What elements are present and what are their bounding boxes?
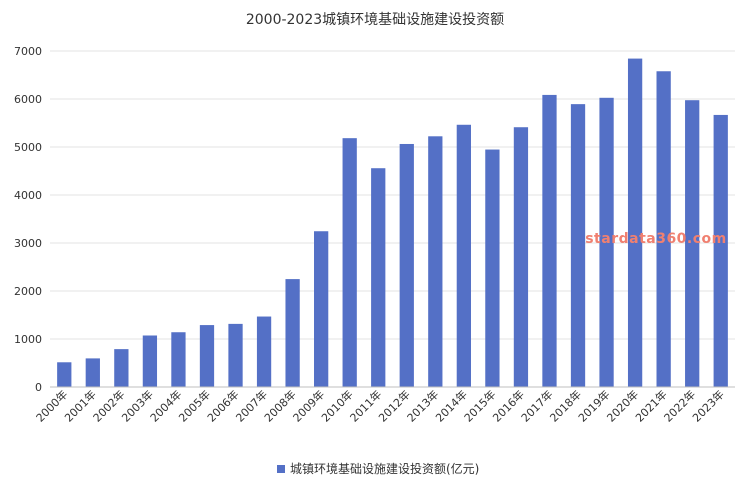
bar [314, 231, 329, 387]
y-axis-ticks: 0 1000 2000 3000 4000 5000 6000 7000 [14, 45, 42, 394]
bar [570, 104, 586, 388]
grid-lines [50, 50, 735, 340]
y-tick-label: 2000 [14, 285, 42, 298]
legend: 城镇环境基础设施建设投资额(亿元) [277, 461, 479, 476]
bar [542, 94, 557, 388]
bar [485, 149, 500, 387]
y-tick-label: 5000 [14, 141, 42, 154]
bar [114, 349, 129, 387]
watermark: stardata360.com [585, 231, 727, 247]
y-tick-label: 4000 [14, 189, 42, 202]
bar [256, 316, 272, 387]
bar [142, 335, 158, 387]
y-tick-label: 3000 [14, 237, 42, 250]
y-tick-label: 0 [35, 381, 42, 394]
bar [399, 143, 414, 387]
bar [171, 332, 186, 387]
bar [228, 323, 243, 387]
bar [685, 100, 700, 387]
bar [285, 279, 300, 387]
bar [428, 136, 443, 387]
bar [627, 58, 643, 388]
y-tick-label: 6000 [14, 93, 42, 106]
bar [456, 124, 471, 387]
y-tick-label: 1000 [14, 333, 42, 346]
x-tick-label: 2023年 [689, 387, 726, 424]
bar [342, 138, 357, 387]
bar [371, 168, 386, 387]
legend-swatch [277, 465, 285, 473]
bars [57, 58, 728, 388]
bar [85, 358, 100, 387]
bar [713, 114, 728, 387]
bar [599, 97, 614, 388]
bar [656, 71, 671, 388]
legend-label: 城镇环境基础设施建设投资额(亿元) [290, 461, 479, 476]
bar [57, 362, 72, 387]
y-tick-label: 7000 [14, 45, 42, 58]
x-axis-ticks: 2000年2001年2002年2003年2004年2005年2006年2007年… [33, 387, 727, 424]
chart-title: 2000-2023城镇环境基础设施建设投资额 [246, 11, 504, 28]
bar [199, 325, 215, 387]
bar [513, 127, 529, 387]
